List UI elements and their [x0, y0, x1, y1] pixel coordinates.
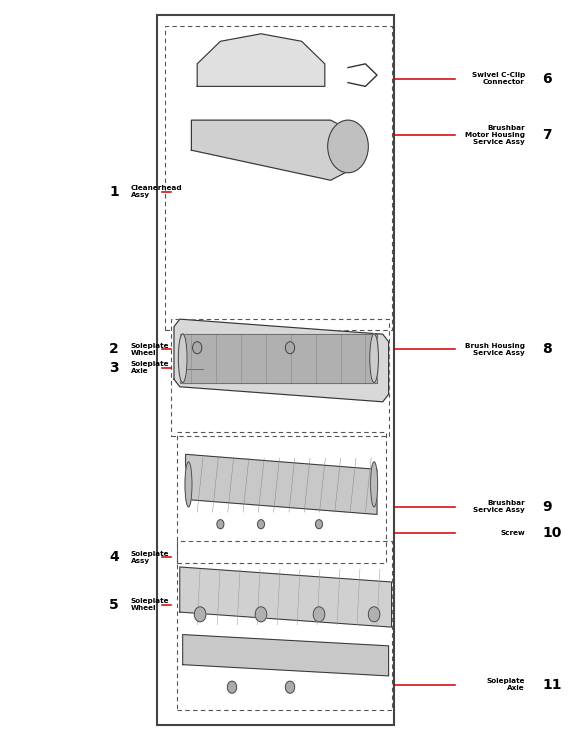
- Ellipse shape: [370, 333, 379, 382]
- Circle shape: [227, 681, 237, 693]
- Text: 6: 6: [542, 72, 552, 86]
- Text: 11: 11: [542, 678, 562, 692]
- Circle shape: [328, 120, 368, 173]
- Text: Screw: Screw: [500, 530, 525, 536]
- Circle shape: [255, 607, 267, 622]
- Text: Soleplate
Assy: Soleplate Assy: [130, 550, 169, 564]
- Text: Soleplate
Wheel: Soleplate Wheel: [130, 342, 169, 356]
- Text: Soleplate
Wheel: Soleplate Wheel: [130, 598, 169, 611]
- Circle shape: [368, 607, 380, 622]
- Text: 9: 9: [542, 500, 552, 514]
- Circle shape: [316, 520, 322, 529]
- Ellipse shape: [371, 462, 378, 507]
- Text: 10: 10: [542, 526, 561, 540]
- Bar: [157, 15, 394, 725]
- Text: Brush Housing
Service Assy: Brush Housing Service Assy: [465, 342, 525, 356]
- Text: 7: 7: [542, 128, 552, 142]
- Bar: [165, 26, 392, 330]
- Bar: [180, 334, 377, 383]
- Polygon shape: [174, 319, 389, 402]
- Circle shape: [285, 681, 295, 693]
- Bar: [177, 541, 392, 710]
- Circle shape: [313, 607, 325, 622]
- Circle shape: [258, 520, 264, 529]
- Text: Swivel C-Clip
Connector: Swivel C-Clip Connector: [472, 72, 525, 86]
- Circle shape: [194, 607, 206, 622]
- Circle shape: [285, 342, 295, 354]
- Text: 5: 5: [109, 598, 119, 611]
- Polygon shape: [183, 635, 389, 676]
- Ellipse shape: [185, 462, 192, 507]
- Text: 1: 1: [109, 185, 119, 198]
- Text: 4: 4: [109, 550, 119, 564]
- Text: Brushbar
Motor Housing
Service Assy: Brushbar Motor Housing Service Assy: [465, 125, 525, 145]
- Text: 2: 2: [109, 342, 119, 356]
- Text: Soleplate
Axle: Soleplate Axle: [487, 678, 525, 692]
- Circle shape: [193, 342, 202, 354]
- Text: Brushbar
Service Assy: Brushbar Service Assy: [473, 500, 525, 514]
- Circle shape: [217, 520, 224, 529]
- Bar: [180, 334, 377, 383]
- Polygon shape: [186, 454, 377, 514]
- Polygon shape: [180, 567, 392, 627]
- Bar: [177, 432, 386, 563]
- Text: Soleplate
Axle: Soleplate Axle: [130, 361, 169, 375]
- Text: 3: 3: [109, 361, 119, 375]
- Ellipse shape: [179, 333, 187, 382]
- Bar: [171, 319, 389, 436]
- Polygon shape: [197, 34, 325, 86]
- Polygon shape: [191, 120, 360, 180]
- Text: 8: 8: [542, 342, 552, 356]
- Text: Cleanerhead
Assy: Cleanerhead Assy: [130, 185, 182, 198]
